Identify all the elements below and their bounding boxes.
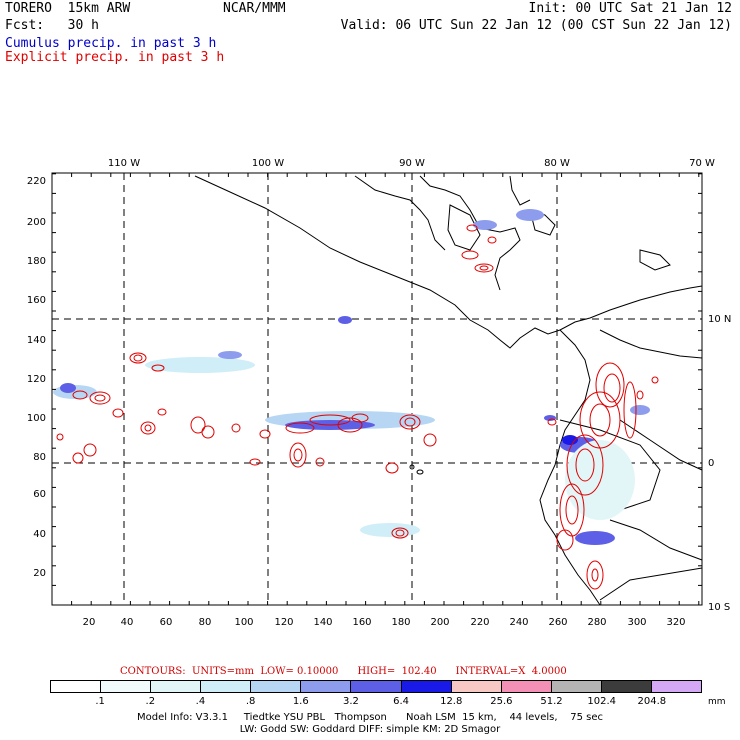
colorbar-label: 1.6 [292,696,309,707]
colorbar-swatch [451,681,502,692]
x-tick-label: 60 [160,617,173,628]
colorbar-label: 51.2 [540,696,563,707]
colorbar-swatch [651,681,702,692]
colorbar-swatch [51,681,102,692]
y-tick-label: 220 [27,176,46,187]
y-tick-label: 60 [33,489,46,500]
lon-label-90w: 90 W [399,158,425,169]
y-tick-label: 100 [27,413,46,424]
model-info-line-1: Model Info: V3.3.1 Tiedtke YSU PBL Thomp… [137,712,603,723]
x-tick-label: 200 [430,617,449,628]
lon-label-80w: 80 W [544,158,570,169]
colorbar-label: .2 [145,696,156,707]
lon-label-70w: 70 W [689,158,715,169]
x-tick-label: 140 [313,617,332,628]
lon-label-100w: 100 W [252,158,284,169]
y-tick-label: 80 [33,452,46,463]
y-tick-label: 40 [33,529,46,540]
lon-label-110w: 110 W [108,158,140,169]
colorbar-swatch [151,681,202,692]
colorbar-unit: mm [708,697,726,707]
colorbar-swatch [251,681,302,692]
organization-label: NCAR/MMM [223,1,286,16]
x-tick-label: 260 [548,617,567,628]
x-tick-label: 300 [627,617,646,628]
init-time: Init: 00 UTC Sat 21 Jan 12 [528,1,733,16]
y-tick-label: 20 [33,568,46,579]
colorbar-swatch [201,681,252,692]
tick-marks [51,173,702,606]
x-tick-label: 280 [587,617,606,628]
y-tick-label: 120 [27,374,46,385]
explicit-precip-contours [56,224,659,590]
x-tick-label: 240 [509,617,528,628]
cumulus-precip-label: Cumulus precip. in past 3 h [5,36,217,51]
x-tick-label: 160 [352,617,371,628]
y-tick-label: 160 [27,295,46,306]
colorbar-label: 204.8 [637,696,667,707]
colorbar-swatch [351,681,402,692]
y-tick-label: 200 [27,217,46,228]
colorbar [50,680,702,693]
model-title: TORERO 15km ARW [5,1,131,16]
colorbar-label: 12.8 [440,696,463,707]
valid-time: Valid: 06 UTC Sun 22 Jan 12 (00 CST Sun … [340,18,732,33]
colorbar-label: .4 [195,696,206,707]
colorbar-label: 25.6 [490,696,513,707]
colorbar-label: .8 [245,696,256,707]
x-tick-label: 80 [199,617,212,628]
lat-label-10n: 10 N [708,314,731,325]
colorbar-swatch [551,681,602,692]
y-tick-label: 140 [27,335,46,346]
y-tick-label: 180 [27,256,46,267]
x-tick-label: 320 [666,617,685,628]
model-info-line-2: LW: Godd SW: Goddard DIFF: simple KM: 2D… [239,724,501,735]
contour-info: CONTOURS: UNITS=mm LOW= 0.10000 HIGH= 10… [120,666,567,677]
lat-label-0: 0 [708,458,714,469]
lat-label-10s: 10 S [708,602,730,613]
explicit-precip-label: Explicit precip. in past 3 h [5,50,225,65]
colorbar-label: 6.4 [393,696,410,707]
colorbar-swatch [601,681,652,692]
colorbar-swatch [401,681,452,692]
colorbar-swatch [501,681,552,692]
x-tick-label: 220 [470,617,489,628]
forecast-hour: Fcst: 30 h [5,18,99,33]
x-tick-label: 120 [274,617,293,628]
colorbar-swatch [101,681,152,692]
colorbar-label: 3.2 [342,696,359,707]
x-tick-label: 100 [234,617,253,628]
colorbar-label: 102.4 [587,696,617,707]
colorbar-swatch [301,681,352,692]
island-outlines [409,464,424,475]
x-tick-label: 180 [391,617,410,628]
x-tick-label: 40 [121,617,134,628]
x-tick-label: 20 [83,617,96,628]
colorbar-label: .1 [95,696,105,707]
